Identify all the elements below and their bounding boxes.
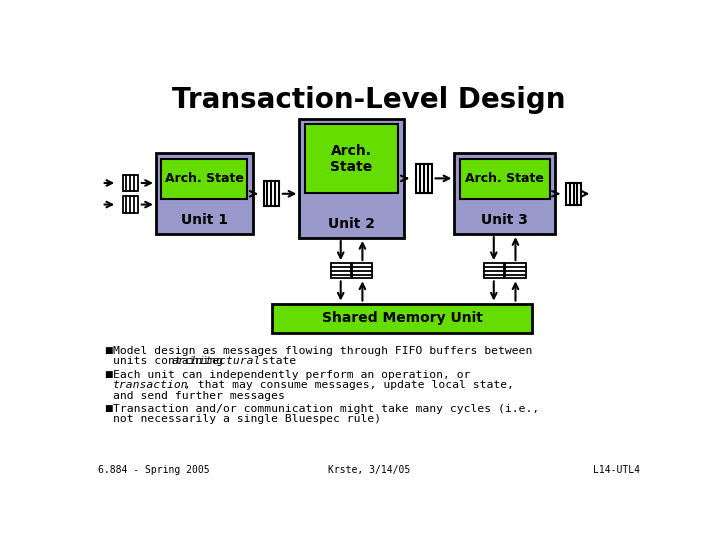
Bar bbox=[330, 263, 351, 279]
Text: not necessarily a single Bluespec rule): not necessarily a single Bluespec rule) bbox=[113, 414, 382, 424]
Bar bbox=[305, 124, 398, 193]
Text: Transaction and/or communication might take many cycles (i.e.,: Transaction and/or communication might t… bbox=[113, 404, 539, 414]
Text: state: state bbox=[255, 356, 296, 366]
Text: and send further messages: and send further messages bbox=[113, 390, 285, 401]
Text: Transaction-Level Design: Transaction-Level Design bbox=[172, 86, 566, 114]
Bar bbox=[264, 181, 279, 206]
Text: Unit 3: Unit 3 bbox=[481, 213, 528, 227]
Bar bbox=[416, 164, 432, 193]
Text: Arch.
State: Arch. State bbox=[330, 144, 373, 174]
Bar bbox=[122, 174, 138, 192]
Text: , that may consume messages, update local state,: , that may consume messages, update loca… bbox=[184, 380, 514, 390]
Bar bbox=[122, 196, 138, 213]
Bar bbox=[454, 153, 555, 234]
Bar bbox=[566, 183, 581, 205]
Bar bbox=[505, 263, 526, 279]
Bar bbox=[352, 263, 372, 279]
Text: ■: ■ bbox=[104, 370, 112, 379]
Text: 6.884 - Spring 2005: 6.884 - Spring 2005 bbox=[98, 465, 210, 475]
Text: ■: ■ bbox=[104, 404, 112, 413]
Text: Each unit can independently perform an operation, or: Each unit can independently perform an o… bbox=[113, 370, 471, 380]
Bar bbox=[300, 119, 404, 238]
Text: transaction: transaction bbox=[113, 380, 189, 390]
Text: Unit 2: Unit 2 bbox=[328, 217, 375, 231]
Text: ■: ■ bbox=[104, 346, 112, 355]
Bar bbox=[459, 159, 549, 199]
Text: Model design as messages flowing through FIFO buffers between: Model design as messages flowing through… bbox=[113, 346, 533, 356]
Text: units containing: units containing bbox=[113, 356, 230, 366]
Text: Unit 1: Unit 1 bbox=[181, 213, 228, 227]
Text: L14-UTL4: L14-UTL4 bbox=[593, 465, 640, 475]
Bar bbox=[272, 303, 532, 333]
Bar bbox=[156, 153, 253, 234]
Text: architectural: architectural bbox=[171, 356, 261, 366]
Bar bbox=[484, 263, 504, 279]
Text: Arch. State: Arch. State bbox=[165, 172, 244, 185]
Bar bbox=[161, 159, 248, 199]
Text: Krste, 3/14/05: Krste, 3/14/05 bbox=[328, 465, 410, 475]
Text: Shared Memory Unit: Shared Memory Unit bbox=[322, 311, 482, 325]
Text: Arch. State: Arch. State bbox=[465, 172, 544, 185]
